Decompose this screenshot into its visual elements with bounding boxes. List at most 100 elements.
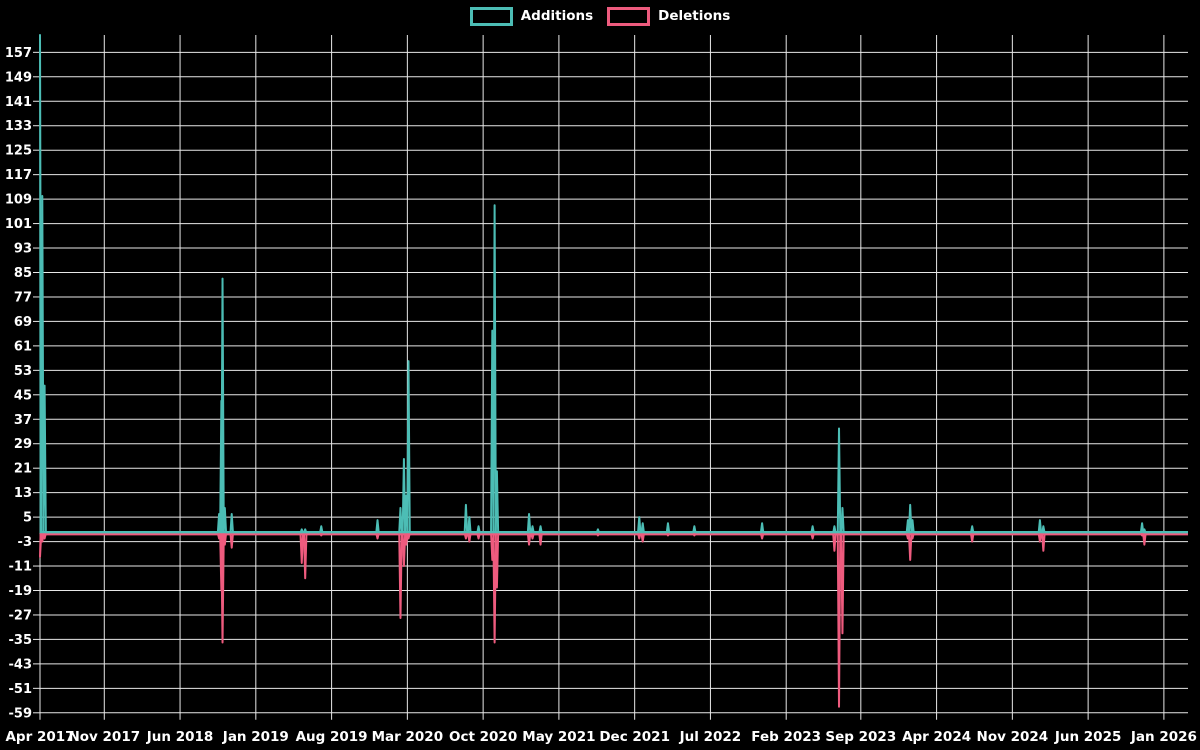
- y-tick-label: -51: [9, 682, 33, 697]
- x-tick-label: Apr 2017: [5, 729, 74, 745]
- y-tick-label: -19: [9, 584, 33, 599]
- y-tick-label: 29: [14, 437, 32, 452]
- additions-spike: [42, 384, 47, 534]
- y-tick-label: -43: [9, 657, 33, 672]
- deletions-spike: [319, 532, 324, 537]
- deletions-spike: [222, 533, 228, 546]
- deletions-spike: [530, 533, 535, 540]
- y-tick-label: -3: [18, 535, 32, 550]
- additions-spike: [759, 522, 765, 534]
- deletions-spike: [229, 533, 234, 549]
- additions-spike: [220, 277, 225, 534]
- y-tick-label: 77: [14, 290, 32, 305]
- deletions-spike: [375, 533, 380, 540]
- additions-spike: [692, 525, 697, 534]
- x-tick-label: Oct 2020: [449, 729, 517, 745]
- legend-label-additions: Additions: [520, 7, 594, 24]
- deletions-spike: [640, 533, 645, 543]
- deletions-spike: [476, 533, 481, 540]
- deletions-spike: [836, 533, 842, 708]
- deletions-spike: [595, 532, 601, 537]
- y-tick-label: 141: [5, 95, 32, 110]
- additions-spike: [530, 525, 535, 534]
- deletions-spike: [220, 533, 225, 644]
- additions-spike: [665, 522, 671, 534]
- additions-spike: [640, 522, 645, 534]
- deletions-spike: [910, 533, 915, 540]
- deletions-spike: [492, 533, 497, 644]
- deletions-spike: [969, 533, 975, 543]
- deletions-spike: [907, 533, 913, 561]
- x-tick-label: Jan 2026: [1130, 729, 1197, 745]
- additions-swatch: [469, 7, 513, 26]
- y-tick-label: 133: [5, 119, 32, 134]
- y-tick-label: 61: [14, 339, 32, 354]
- x-tick-label: Apr 2024: [902, 729, 971, 745]
- deletions-spike: [302, 533, 308, 580]
- additions-spike: [476, 525, 481, 534]
- deletions-spike: [832, 533, 837, 552]
- deletions-spike: [692, 532, 697, 537]
- y-tick-label: -35: [9, 633, 33, 648]
- x-tick-label: May 2021: [522, 729, 595, 745]
- y-tick-label: 21: [14, 462, 32, 477]
- x-tick-label: Dec 2021: [599, 729, 670, 745]
- additions-spike: [595, 528, 601, 534]
- y-tick-label: 85: [14, 266, 32, 281]
- additions-spike: [1139, 522, 1145, 534]
- y-tick-label: 157: [5, 46, 32, 61]
- y-tick-label: 125: [5, 144, 32, 159]
- deletions-spike: [1037, 533, 1043, 543]
- additions-spike: [526, 513, 532, 534]
- additions-spike: [463, 503, 469, 534]
- x-tick-label: Nov 2024: [977, 729, 1049, 745]
- deletions-spike: [1142, 533, 1147, 546]
- legend-item-additions[interactable]: Additions: [469, 7, 594, 26]
- additions-spike: [969, 525, 975, 534]
- deletions-spike: [406, 533, 411, 540]
- legend-item-deletions[interactable]: Deletions: [607, 7, 730, 26]
- deletions-swatch: [607, 7, 651, 26]
- x-tick-label: Jan 2019: [222, 729, 289, 745]
- additions-spike: [494, 470, 500, 534]
- deletions-spike: [637, 533, 642, 540]
- additions-spike: [492, 204, 497, 534]
- x-tick-label: Jun 2018: [146, 729, 214, 745]
- deletions-spike: [759, 533, 765, 540]
- x-tick-label: Feb 2023: [751, 729, 821, 745]
- additions-spike: [637, 516, 642, 534]
- additions-spike: [832, 525, 837, 534]
- y-tick-label: 5: [23, 511, 32, 526]
- y-tick-label: -27: [9, 608, 33, 623]
- y-tick-label: 37: [14, 413, 32, 428]
- y-tick-label: 53: [14, 364, 32, 379]
- y-tick-label: 109: [5, 193, 32, 208]
- y-tick-label: 69: [14, 315, 32, 330]
- deletions-spike: [299, 533, 304, 564]
- x-tick-label: Sep 2023: [825, 729, 896, 745]
- x-tick-label: Jun 2025: [1054, 729, 1122, 745]
- deletions-spike: [467, 533, 472, 543]
- x-tick-label: Nov 2017: [68, 729, 140, 745]
- deletions-spike: [1041, 533, 1046, 552]
- additions-spike: [910, 519, 915, 534]
- y-tick-label: 45: [14, 388, 32, 403]
- additions-spike: [467, 516, 472, 534]
- deletions-spike: [494, 533, 500, 589]
- deletions-spike: [403, 533, 409, 546]
- additions-spike: [222, 506, 228, 534]
- additions-spike: [538, 525, 543, 534]
- deletions-spike: [840, 533, 845, 635]
- chart-legend: Additions Deletions: [0, 7, 1200, 26]
- y-tick-label: 149: [5, 70, 32, 85]
- additions-spike: [319, 525, 324, 534]
- additions-spike: [401, 458, 407, 534]
- y-tick-label: 13: [14, 486, 32, 501]
- additions-spike: [375, 519, 380, 534]
- deletions-spike: [39, 533, 43, 558]
- y-tick-label: -11: [9, 560, 33, 575]
- additions-spike: [840, 506, 845, 534]
- y-tick-label: 101: [5, 217, 32, 232]
